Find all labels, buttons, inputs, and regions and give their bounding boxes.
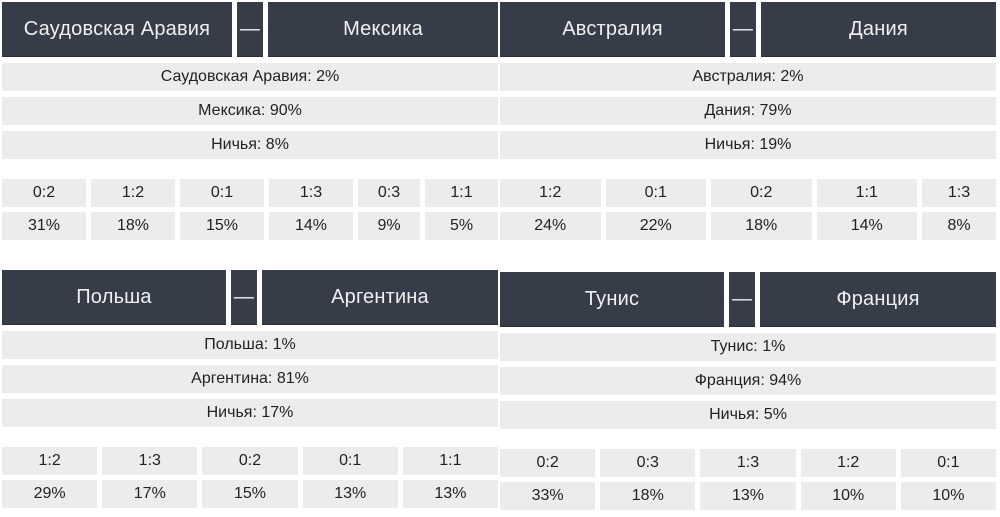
team-away-label: Мексика [268, 2, 498, 57]
away-win-probability: Мексика: 90% [2, 97, 498, 125]
score-percent: 17% [102, 480, 198, 508]
score-value: 1:2 [800, 449, 896, 477]
score-column: 0:2 18% [711, 179, 812, 240]
score-value: 0:1 [302, 447, 398, 475]
draw-probability: Ничья: 8% [2, 131, 498, 159]
score-value: 0:1 [180, 179, 264, 207]
score-percent: 18% [600, 482, 696, 510]
match-saudi-mexico: Саудовская Аравия — Мексика Саудовская А… [2, 2, 498, 240]
team-home-label: Австралия [500, 2, 725, 57]
score-column: 0:1 13% [302, 447, 398, 508]
score-value: 0:2 [202, 447, 298, 475]
draw-probability: Ничья: 19% [500, 131, 996, 159]
score-percent: 18% [711, 212, 812, 240]
score-table: 0:2 31% 1:2 18% 0:1 15% 1:3 14% 0:3 9% 1… [2, 179, 498, 240]
score-value: 1:2 [500, 179, 601, 207]
score-column: 0:2 15% [202, 447, 298, 508]
score-table: 0:2 33% 0:3 18% 1:3 13% 1:2 10% 0:1 10% [500, 449, 997, 510]
score-column: 1:2 29% [2, 447, 98, 508]
score-value: 1:2 [2, 447, 98, 475]
score-value: 1:2 [91, 179, 175, 207]
match-australia-denmark: Австралия — Дания Австралия: 2% Дания: 7… [500, 2, 996, 240]
versus-dash: — [729, 272, 755, 327]
score-percent: 33% [500, 482, 596, 510]
score-column: 1:3 13% [700, 449, 796, 510]
score-value: 0:3 [358, 179, 420, 207]
score-percent: 10% [800, 482, 896, 510]
team-home-label: Польша [2, 270, 226, 325]
home-win-probability: Польша: 1% [2, 331, 498, 359]
score-column: 1:2 18% [91, 179, 175, 240]
score-percent: 13% [302, 480, 398, 508]
score-percent: 24% [500, 212, 601, 240]
match-header: Тунис — Франция [500, 272, 996, 327]
team-away-label: Аргентина [262, 270, 498, 325]
score-column: 0:1 15% [180, 179, 264, 240]
versus-dash: — [231, 270, 257, 325]
score-column: 0:2 31% [2, 179, 86, 240]
away-win-probability: Франция: 94% [500, 367, 996, 395]
score-value: 0:3 [600, 449, 696, 477]
score-percent: 13% [700, 482, 796, 510]
match-header: Австралия — Дания [500, 2, 996, 57]
score-value: 1:1 [402, 447, 499, 475]
score-column: 1:2 10% [800, 449, 896, 510]
home-win-probability: Австралия: 2% [500, 63, 996, 91]
score-value: 1:3 [922, 179, 996, 207]
versus-dash: — [730, 2, 756, 57]
versus-dash: — [237, 2, 263, 57]
draw-probability: Ничья: 5% [500, 401, 996, 429]
match-poland-argentina: Польша — Аргентина Польша: 1% Аргентина:… [2, 270, 499, 508]
score-column: 0:1 22% [605, 179, 706, 240]
match-tunisia-france: Тунис — Франция Тунис: 1% Франция: 94% Н… [500, 272, 997, 510]
score-value: 1:1 [425, 179, 498, 207]
score-column: 0:1 10% [900, 449, 997, 510]
match-header: Саудовская Аравия — Мексика [2, 2, 498, 57]
score-column: 0:2 33% [500, 449, 596, 510]
score-percent: 15% [180, 212, 264, 240]
score-percent: 29% [2, 480, 98, 508]
away-win-probability: Аргентина: 81% [2, 365, 498, 393]
score-column: 1:1 5% [425, 179, 498, 240]
score-percent: 18% [91, 212, 175, 240]
score-column: 1:3 8% [922, 179, 996, 240]
score-column: 1:3 17% [102, 447, 198, 508]
score-column: 0:3 18% [600, 449, 696, 510]
home-win-probability: Саудовская Аравия: 2% [2, 63, 498, 91]
match-header: Польша — Аргентина [2, 270, 498, 325]
score-percent: 10% [900, 482, 997, 510]
score-value: 1:1 [816, 179, 917, 207]
team-home-label: Тунис [500, 272, 724, 327]
score-value: 1:3 [269, 179, 353, 207]
score-column: 1:2 24% [500, 179, 601, 240]
team-away-label: Дания [761, 2, 996, 57]
score-value: 1:3 [700, 449, 796, 477]
score-percent: 22% [605, 212, 706, 240]
team-home-label: Саудовская Аравия [2, 2, 232, 57]
score-column: 1:1 14% [816, 179, 917, 240]
draw-probability: Ничья: 17% [2, 399, 498, 427]
score-column: 0:3 9% [358, 179, 420, 240]
score-percent: 15% [202, 480, 298, 508]
score-percent: 31% [2, 212, 86, 240]
team-away-label: Франция [760, 272, 996, 327]
score-percent: 5% [425, 212, 498, 240]
home-win-probability: Тунис: 1% [500, 333, 996, 361]
score-value: 0:2 [500, 449, 596, 477]
score-value: 0:1 [900, 449, 997, 477]
score-percent: 8% [922, 212, 996, 240]
score-value: 1:3 [102, 447, 198, 475]
score-column: 1:1 13% [402, 447, 499, 508]
score-value: 0:1 [605, 179, 706, 207]
score-percent: 14% [269, 212, 353, 240]
score-column: 1:3 14% [269, 179, 353, 240]
score-percent: 13% [402, 480, 499, 508]
away-win-probability: Дания: 79% [500, 97, 996, 125]
score-value: 0:2 [711, 179, 812, 207]
score-table: 1:2 29% 1:3 17% 0:2 15% 0:1 13% 1:1 13% [2, 447, 499, 508]
score-value: 0:2 [2, 179, 86, 207]
score-percent: 9% [358, 212, 420, 240]
score-percent: 14% [816, 212, 917, 240]
score-table: 1:2 24% 0:1 22% 0:2 18% 1:1 14% 1:3 8% [500, 179, 996, 240]
